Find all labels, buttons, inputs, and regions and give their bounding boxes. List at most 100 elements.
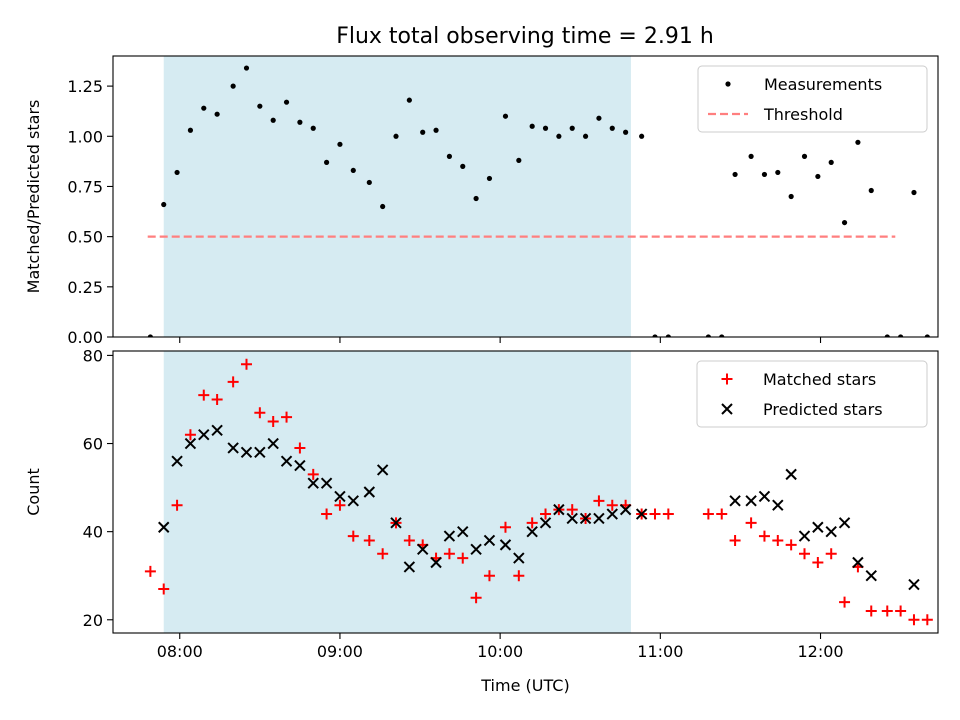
measurement-point — [502, 113, 509, 119]
data-marks — [147, 65, 930, 337]
legend-label: Predicted stars — [763, 400, 883, 419]
measurement-point — [350, 167, 356, 174]
matched-star-point — [702, 508, 714, 520]
predicted-star-point — [812, 521, 824, 533]
axes-frame — [112, 350, 939, 634]
predicted-star-point — [430, 556, 442, 569]
predicted-star-point — [470, 543, 482, 555]
measurement-point — [283, 99, 290, 105]
measurement-point — [366, 179, 372, 186]
measurement-point — [705, 334, 711, 337]
measurement-point — [719, 334, 725, 337]
measurement-point — [460, 163, 466, 169]
matched-star-point — [240, 358, 252, 370]
data-marks — [144, 358, 933, 626]
measurement-point — [596, 115, 602, 121]
matched-star-point — [483, 570, 495, 582]
measurement-point — [446, 153, 453, 159]
measurement-point — [855, 139, 861, 145]
matched-star-point — [839, 596, 851, 608]
x-tick-label: 12:00 — [797, 642, 843, 661]
measurement-point — [473, 195, 479, 202]
predicted-star-point — [443, 530, 456, 542]
measurement-point — [297, 119, 303, 125]
measurement-point — [201, 105, 207, 111]
measurement-point — [623, 129, 629, 135]
predicted-star-point — [240, 446, 253, 459]
predicted-star-point — [158, 521, 170, 533]
matched-star-point — [566, 504, 578, 516]
matched-star-point — [825, 548, 837, 560]
measurement-point — [529, 123, 535, 129]
matched-star-point — [363, 534, 375, 546]
y-tick-label: 0.75 — [67, 177, 103, 196]
predicted-star-point — [211, 424, 223, 437]
predicted-star-point — [619, 503, 632, 516]
bottom-panel: 20 40 60 80 08:00 09:00 10:00 11:00 12:00 Count Ti… — [24, 346, 939, 695]
matched-star-point — [184, 429, 196, 441]
matched-star-point — [758, 530, 770, 542]
predicted-star-point — [825, 525, 837, 538]
y-tick-label: 60 — [83, 435, 103, 454]
predicted-star-point — [745, 495, 757, 507]
measurement-point — [516, 157, 522, 163]
predicted-star-point — [171, 455, 183, 467]
legend-box — [697, 65, 928, 133]
predicted-star-point — [499, 539, 512, 551]
measurement-point — [420, 129, 426, 135]
predicted-star-point — [553, 503, 565, 516]
matched-star-point — [158, 583, 170, 595]
predicted-star-point — [227, 442, 239, 454]
matched-star-point — [799, 548, 811, 560]
matched-star-point — [908, 614, 920, 626]
y-tick-label: 0.25 — [67, 278, 103, 297]
matched-star-point — [377, 548, 389, 560]
x-axis-label: Time (UTC) — [480, 676, 569, 695]
y-tick-label: 20 — [83, 611, 103, 630]
matched-star-point — [606, 499, 618, 511]
matched-star-point — [513, 570, 525, 582]
matched-star-point — [785, 539, 797, 551]
measurement-point — [542, 125, 549, 131]
predicted-star-point — [729, 495, 741, 507]
matched-star-point — [198, 389, 210, 401]
y-tick-label: 80 — [83, 346, 103, 365]
measurement-point — [775, 169, 781, 176]
y-tick-label: 0.00 — [67, 328, 103, 347]
measurement-point — [761, 171, 768, 178]
predicted-star-point — [593, 512, 605, 525]
legend-box — [696, 360, 928, 428]
matched-star-point — [772, 534, 784, 546]
predicted-star-point — [254, 446, 266, 459]
legend-label: Matched stars — [763, 370, 876, 389]
matched-star-point — [729, 534, 741, 546]
matched-star-point — [895, 605, 907, 617]
measurement-point — [174, 169, 180, 176]
predicted-star-point — [390, 517, 402, 529]
matched-star-point — [540, 508, 552, 520]
predicted-star-point — [376, 464, 389, 476]
measurement-point — [911, 189, 917, 196]
measurement-point — [243, 65, 250, 71]
axes-frame — [112, 55, 939, 338]
predicted-star-point — [184, 437, 197, 450]
measurement-point — [841, 219, 848, 226]
measurement-point — [898, 334, 904, 337]
measurement-point — [323, 159, 330, 165]
measurement-point — [639, 133, 645, 139]
predicted-star-point — [566, 512, 578, 525]
measurement-point — [486, 175, 493, 182]
predicted-star-point — [526, 525, 538, 538]
predicted-star-point — [363, 486, 376, 498]
matched-star-point — [171, 499, 183, 511]
measurement-point — [732, 171, 738, 178]
predicted-star-point — [513, 552, 525, 564]
y-axis-label: Count — [24, 468, 43, 516]
measurement-point — [214, 111, 220, 117]
matched-star-point — [254, 407, 266, 419]
predicted-star-point — [347, 495, 359, 507]
measurement-point — [884, 334, 890, 337]
measurement-point — [748, 153, 754, 159]
x-tick-label: 11:00 — [637, 642, 683, 661]
